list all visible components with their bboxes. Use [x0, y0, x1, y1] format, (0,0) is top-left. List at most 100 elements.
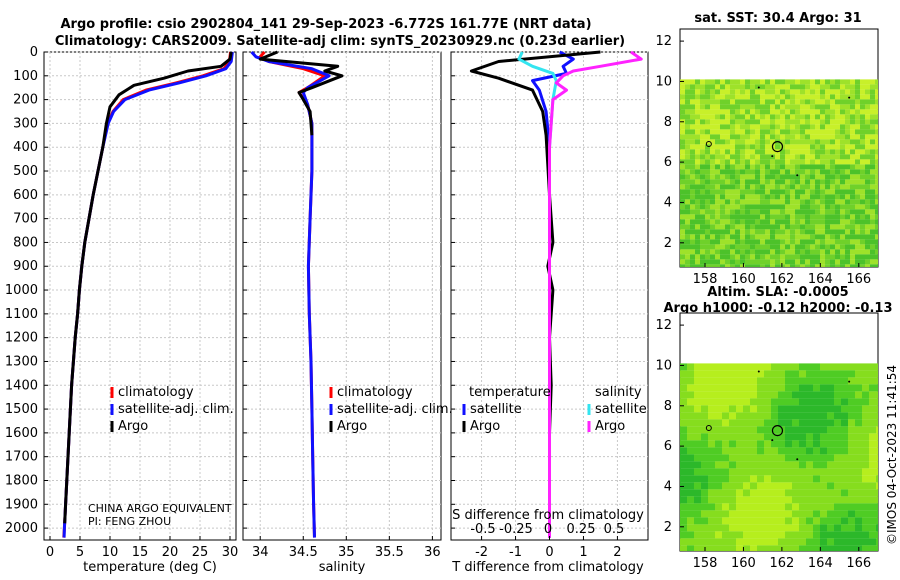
map-cell: [729, 440, 736, 448]
map-cell: [750, 538, 757, 546]
map-cell: [775, 144, 780, 150]
map-cell: [840, 234, 845, 240]
map-cell: [687, 475, 694, 483]
map-cell: [695, 154, 700, 160]
map-cell: [760, 114, 765, 120]
map-cell: [813, 461, 820, 469]
map-cell: [862, 510, 869, 518]
map-cell: [850, 124, 855, 130]
map-cell: [715, 363, 722, 371]
map-cell: [680, 234, 685, 240]
map-cell: [695, 84, 700, 90]
x-tick-label: 34.5: [289, 545, 318, 560]
map-cell: [815, 84, 820, 90]
map-cell: [720, 189, 725, 195]
map-cell: [694, 398, 701, 406]
map-cell: [765, 119, 770, 125]
map-cell: [715, 174, 720, 180]
map-cell: [715, 99, 720, 105]
map-cell: [855, 129, 860, 135]
map-cell: [722, 475, 729, 483]
map-cell: [792, 531, 799, 539]
map-cell: [760, 89, 765, 95]
map-cell: [743, 377, 750, 385]
map-cell: [730, 209, 735, 215]
map-cell: [799, 419, 806, 427]
map-cell: [876, 531, 878, 539]
map-cell: [685, 244, 690, 250]
map-cell: [700, 184, 705, 190]
map-cell: [799, 524, 806, 532]
map-cell: [771, 468, 778, 476]
map-cell: [720, 139, 725, 145]
map-cell: [765, 129, 770, 135]
map-cell: [700, 89, 705, 95]
map-cell: [680, 84, 685, 90]
map-cell: [795, 79, 800, 85]
map-cell: [687, 524, 694, 532]
map-cell: [765, 199, 770, 205]
map-cell: [757, 363, 764, 371]
map-cell: [870, 194, 875, 200]
map-cell: [765, 114, 770, 120]
legend-temp-satellite-label: satellite: [470, 402, 522, 417]
map-cell: [775, 179, 780, 185]
map-cell: [730, 199, 735, 205]
map-cell: [725, 109, 730, 115]
map-cell: [834, 405, 841, 413]
map-cell: [869, 503, 876, 511]
map-cell: [755, 209, 760, 215]
map-cell: [855, 239, 860, 245]
map-cell: [830, 174, 835, 180]
map-cell: [710, 234, 715, 240]
map-cell: [680, 109, 685, 115]
map-cell: [780, 104, 785, 110]
map-cell: [795, 244, 800, 250]
map-cell: [750, 419, 757, 427]
map-cell: [792, 489, 799, 497]
map-cell: [795, 214, 800, 220]
map-cell: [860, 244, 865, 250]
map-cell: [685, 249, 690, 255]
map-cell: [850, 214, 855, 220]
map-cell: [876, 489, 878, 497]
map-cell: [694, 433, 701, 441]
map-cell: [690, 224, 695, 230]
imos-timestamp: ©IMOS 04-Oct-2023 11:41:54: [885, 365, 899, 545]
map-cell: [695, 224, 700, 230]
map-cell: [785, 99, 790, 105]
map-cell: [750, 224, 755, 230]
map-cell: [835, 154, 840, 160]
map-cell: [813, 545, 820, 551]
map-cell: [715, 249, 720, 255]
map-cell: [875, 109, 878, 115]
map-cell: [735, 94, 740, 100]
map-cell: [865, 214, 870, 220]
map-cell: [862, 468, 869, 476]
map-cell: [701, 496, 708, 504]
map-cell: [813, 377, 820, 385]
map-cell: [862, 531, 869, 539]
map-cell: [825, 234, 830, 240]
map-cell: [841, 489, 848, 497]
map-cell: [715, 144, 720, 150]
map-cell: [765, 164, 770, 170]
map-cell: [830, 159, 835, 165]
map-cell: [855, 159, 860, 165]
map-cell: [870, 209, 875, 215]
map-cell: [806, 468, 813, 476]
map-cell: [764, 433, 771, 441]
map-cell: [855, 164, 860, 170]
map-cell: [845, 144, 850, 150]
map-cell: [775, 89, 780, 95]
map-cell: [805, 139, 810, 145]
map-cell: [820, 164, 825, 170]
map-cell: [840, 144, 845, 150]
map-cell: [730, 99, 735, 105]
map-cell: [725, 159, 730, 165]
map-cell: [792, 370, 799, 378]
map-cell: [795, 124, 800, 130]
map-cell: [827, 384, 834, 392]
map-cell: [750, 475, 757, 483]
map-cell: [720, 144, 725, 150]
